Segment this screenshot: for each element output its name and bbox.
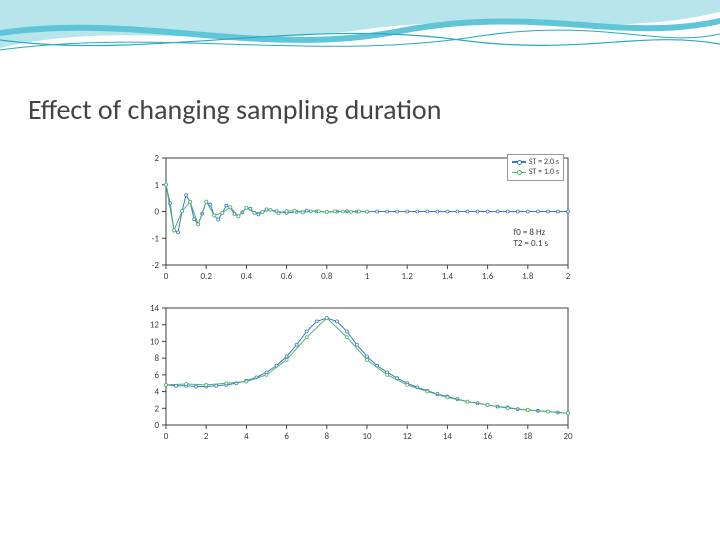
svg-text:-2: -2 xyxy=(152,260,160,271)
legend-swatch xyxy=(512,172,526,174)
svg-text:0: 0 xyxy=(164,271,169,282)
svg-text:6: 6 xyxy=(154,370,159,381)
svg-text:8: 8 xyxy=(154,353,159,364)
svg-text:0.2: 0.2 xyxy=(200,271,212,282)
svg-text:10: 10 xyxy=(150,336,160,347)
header-wave xyxy=(0,0,720,75)
svg-text:4: 4 xyxy=(244,431,249,442)
svg-text:14: 14 xyxy=(150,303,160,314)
legend-item: ST = 1.0 s xyxy=(512,167,559,177)
svg-text:2: 2 xyxy=(566,271,571,282)
svg-text:2: 2 xyxy=(154,153,159,164)
svg-text:14: 14 xyxy=(443,431,453,442)
legend-swatch xyxy=(512,161,526,163)
svg-text:20: 20 xyxy=(563,431,573,442)
bottom-chart: 0 2 4 6 8 10 12 14 16 18 20 0 2 4 6 8 10 12 14 xyxy=(130,300,590,445)
svg-text:1.2: 1.2 xyxy=(401,271,413,282)
svg-text:1: 1 xyxy=(365,271,370,282)
svg-text:10: 10 xyxy=(362,431,372,442)
svg-text:2: 2 xyxy=(154,403,159,414)
svg-text:0: 0 xyxy=(164,431,169,442)
svg-text:8: 8 xyxy=(325,431,330,442)
svg-text:18: 18 xyxy=(523,431,533,442)
svg-text:1: 1 xyxy=(154,180,159,191)
svg-text:0.8: 0.8 xyxy=(321,271,333,282)
svg-text:12: 12 xyxy=(403,431,413,442)
svg-text:4: 4 xyxy=(154,387,159,398)
svg-text:0.4: 0.4 xyxy=(241,271,253,282)
svg-text:-1: -1 xyxy=(152,233,160,244)
svg-text:12: 12 xyxy=(150,320,160,331)
slide: Effect of changing sampling duration 0 0.… xyxy=(0,0,720,540)
svg-text:2: 2 xyxy=(204,431,209,442)
top-chart-annotation: f0 = 8 HzT2 = 0.1 s xyxy=(514,228,548,250)
top-chart-legend: ST = 2.0 sST = 1.0 s xyxy=(507,154,564,181)
annotation-line: T2 = 0.1 s xyxy=(514,239,548,250)
svg-text:1.8: 1.8 xyxy=(522,271,534,282)
charts-container: 00.20.40.60.811.21.41.61.82-2-1012 ST = … xyxy=(130,150,590,450)
svg-text:6: 6 xyxy=(284,431,289,442)
svg-text:0.6: 0.6 xyxy=(281,271,293,282)
legend-item: ST = 2.0 s xyxy=(512,157,559,167)
svg-text:16: 16 xyxy=(483,431,493,442)
svg-text:1.6: 1.6 xyxy=(482,271,494,282)
page-title: Effect of changing sampling duration xyxy=(28,92,441,127)
legend-label: ST = 2.0 s xyxy=(529,157,559,167)
svg-text:1.4: 1.4 xyxy=(442,271,454,282)
svg-text:0: 0 xyxy=(154,207,159,218)
svg-text:0: 0 xyxy=(154,420,159,431)
legend-label: ST = 1.0 s xyxy=(529,167,559,177)
